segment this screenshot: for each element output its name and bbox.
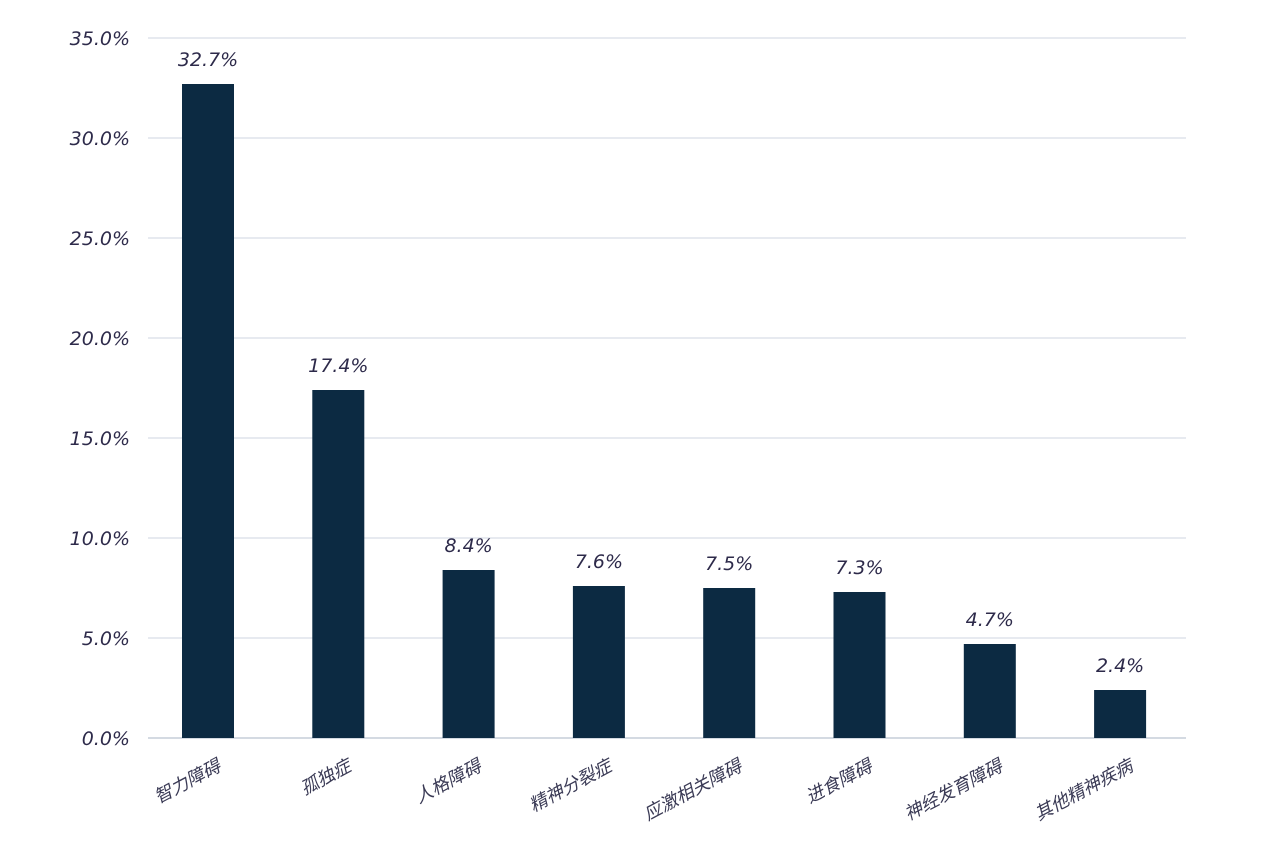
y-tick-label: 5.0%: [82, 628, 130, 650]
y-tick-label: 0.0%: [82, 728, 130, 750]
bar: [833, 592, 886, 738]
data-labels: 32.7% 17.4% 8.4% 7.6% 7.5% 7.3% 4.7% 2.4%: [178, 49, 1144, 677]
bar: [182, 84, 234, 738]
bars: [182, 84, 1147, 738]
data-label: 7.6%: [575, 551, 623, 573]
y-tick-label: 20.0%: [70, 328, 130, 350]
y-tick-label: 35.0%: [70, 28, 130, 50]
bar: [312, 390, 365, 738]
y-tick-label: 10.0%: [70, 528, 130, 550]
y-axis-ticks: 0.0% 5.0% 10.0% 15.0% 20.0% 25.0% 30.0% 35.0%: [70, 28, 130, 750]
x-axis-labels: 智力障碍 孤独症 人格障碍 精神分裂症 应激相关障碍 进食障碍 神经发育障碍 其他精神疾病: [151, 754, 1139, 825]
bar: [572, 586, 625, 738]
x-tick-label: 应激相关障碍: [640, 755, 747, 825]
x-tick-label: 精神分裂症: [526, 754, 618, 816]
y-tick-label: 30.0%: [70, 128, 130, 150]
bar: [703, 588, 756, 738]
bar: [963, 644, 1016, 738]
bar: [442, 570, 495, 738]
data-label: 32.7%: [178, 49, 238, 71]
y-tick-label: 25.0%: [70, 228, 130, 250]
x-tick-label: 人格障碍: [412, 755, 487, 808]
y-tick-label: 15.0%: [70, 428, 130, 450]
bar: [1094, 690, 1147, 738]
data-label: 8.4%: [444, 535, 492, 557]
data-label: 17.4%: [308, 355, 368, 377]
x-tick-label: 智力障碍: [151, 755, 226, 808]
x-tick-label: 其他精神疾病: [1031, 754, 1139, 825]
x-tick-label: 进食障碍: [802, 755, 877, 808]
x-tick-label: 神经发育障碍: [901, 755, 1008, 825]
data-label: 7.5%: [705, 553, 753, 575]
data-label: 2.4%: [1096, 655, 1144, 677]
data-label: 7.3%: [835, 557, 883, 579]
gridlines: [148, 37, 1186, 739]
data-label: 4.7%: [966, 609, 1014, 631]
x-tick-label: 孤独症: [297, 754, 357, 799]
